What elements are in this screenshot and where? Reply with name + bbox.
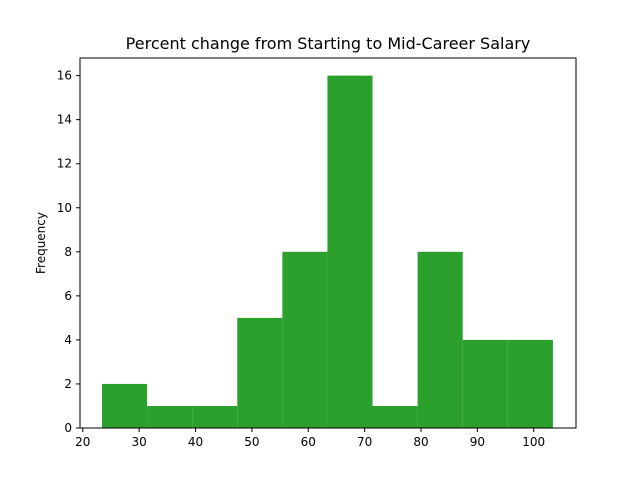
x-tick-label: 30 [132,435,147,449]
y-tick-label: 8 [64,245,72,259]
histogram-bar-4 [282,251,328,428]
histogram-bar-2 [192,405,238,428]
y-tick-label: 4 [64,333,72,347]
histogram-bar-0 [101,383,148,428]
histogram-bar-5 [327,75,373,428]
y-axis-label: Frequency [34,212,48,274]
histogram-bar-7 [417,251,463,428]
x-tick-label: 60 [301,435,316,449]
x-tick-label: 80 [413,435,428,449]
x-tick-label: 50 [244,435,259,449]
bars-group [101,75,553,428]
x-tick-label: 20 [75,435,90,449]
histogram-bar-1 [147,405,193,428]
y-tick-label: 2 [64,377,72,391]
x-axis: 20 30 40 50 60 70 80 90 100 [75,428,545,449]
chart-title: Percent change from Starting to Mid-Care… [126,34,531,53]
x-tick-label: 40 [188,435,203,449]
x-tick-label: 90 [470,435,485,449]
y-tick-label: 16 [57,69,72,83]
y-tick-label: 12 [57,157,72,171]
histogram-bar-3 [237,317,283,428]
plot-area-frame [79,57,577,429]
y-tick-label: 6 [64,289,72,303]
histogram-bar-9 [507,339,553,428]
y-tick-label: 10 [57,201,72,215]
histogram-bar-6 [372,405,418,428]
y-tick-label: 0 [64,421,72,435]
histogram-bar-8 [462,339,508,428]
y-axis: 0 2 4 6 8 10 12 14 16 [57,69,80,435]
x-tick-label: 70 [357,435,372,449]
x-tick-label: 100 [522,435,545,449]
y-tick-label: 14 [57,113,72,127]
